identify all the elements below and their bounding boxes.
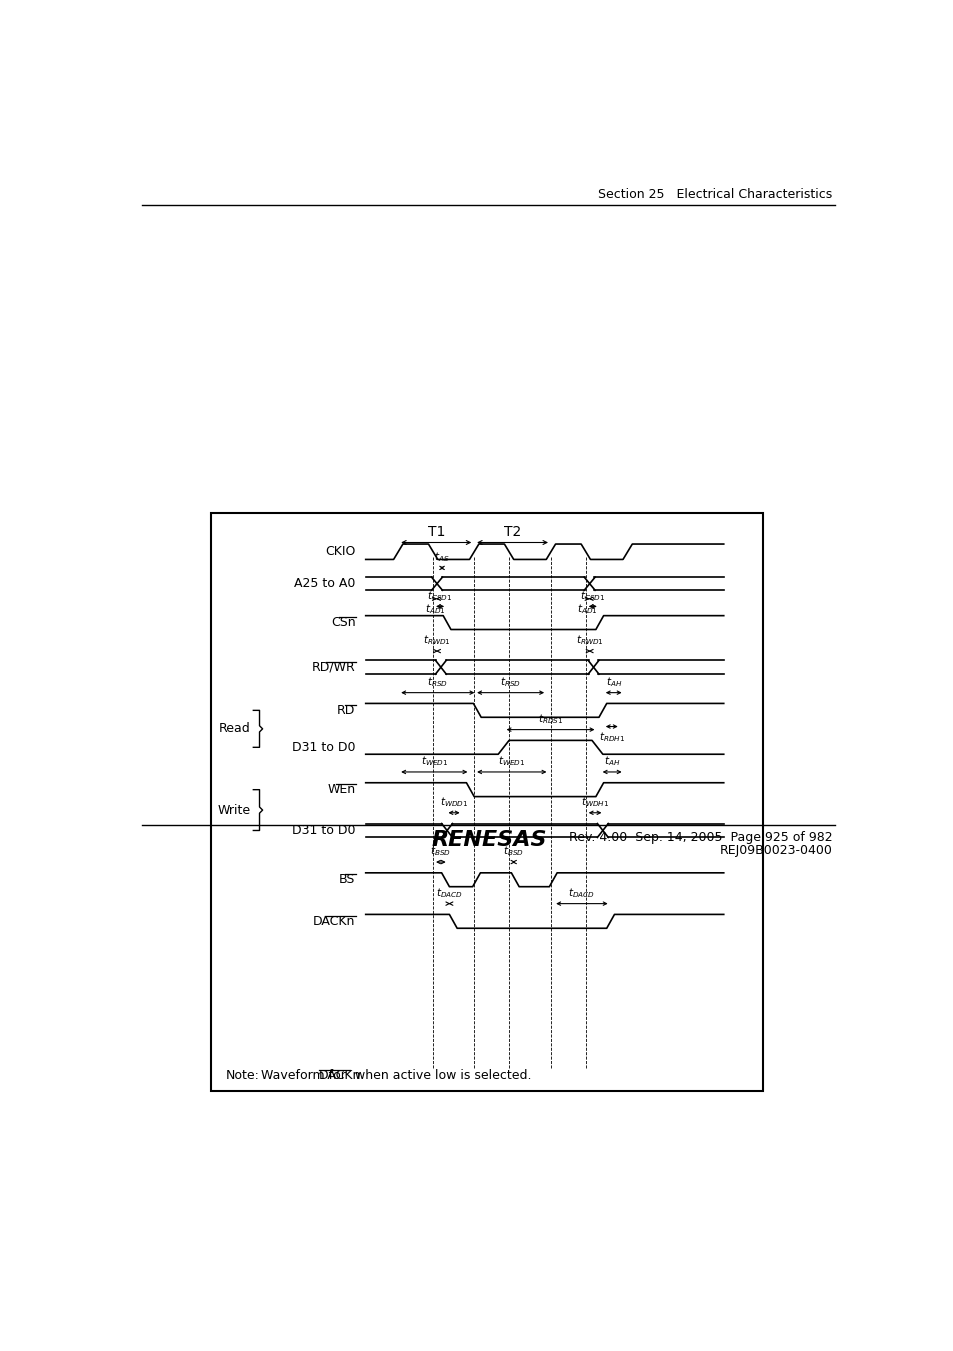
Text: $t_{BSD}$: $t_{BSD}$ [503,844,523,858]
Text: CSn: CSn [331,616,355,630]
Text: $t_{DACD}$: $t_{DACD}$ [436,886,462,900]
Text: Write: Write [217,804,250,816]
Text: $t_{AH}$: $t_{AH}$ [603,754,619,769]
Text: $t_{WDD1}$: $t_{WDD1}$ [439,796,468,809]
Text: $t_{BSD}$: $t_{BSD}$ [430,844,451,858]
Text: Note:: Note: [226,1069,260,1082]
Text: $t_{WDH1}$: $t_{WDH1}$ [580,796,609,809]
Text: DACKn: DACKn [319,1069,361,1082]
Text: $t_{CSD1}$: $t_{CSD1}$ [427,589,453,603]
Text: T1: T1 [427,524,444,539]
Text: REJ09B0023-0400: REJ09B0023-0400 [719,843,831,857]
Text: Section 25   Electrical Characteristics: Section 25 Electrical Characteristics [598,188,831,200]
Text: $t_{RDH1}$: $t_{RDH1}$ [598,731,624,744]
Text: $t_{RSD}$: $t_{RSD}$ [499,676,520,689]
Text: RD/WR: RD/WR [312,661,355,674]
Text: $t_{RDS1}$: $t_{RDS1}$ [537,712,562,725]
Text: $t_{AH}$: $t_{AH}$ [605,676,621,689]
Text: T2: T2 [503,524,520,539]
Text: Read: Read [218,723,250,735]
Text: WEn: WEn [327,784,355,796]
Text: $t_{WED1}$: $t_{WED1}$ [420,754,448,769]
Text: Rev. 4.00  Sep. 14, 2005  Page 925 of 982: Rev. 4.00 Sep. 14, 2005 Page 925 of 982 [568,831,831,844]
Text: $t_{WED1}$: $t_{WED1}$ [497,754,525,769]
Text: when active low is selected.: when active low is selected. [351,1069,531,1082]
Text: $t_{RSD}$: $t_{RSD}$ [427,676,448,689]
Bar [211,513,761,1090]
Text: $t_{AD1}$: $t_{AD1}$ [424,603,445,616]
Text: BS: BS [339,873,355,886]
Text: RENESAS: RENESAS [431,831,546,851]
Text: A25 to A0: A25 to A0 [294,577,355,590]
Text: CKIO: CKIO [325,546,355,558]
Text: $t_{DACD}$: $t_{DACD}$ [568,886,595,900]
Text: $t_{CSD1}$: $t_{CSD1}$ [579,589,605,603]
Text: DACKn: DACKn [313,915,355,928]
Text: RD: RD [337,704,355,717]
Text: D31 to D0: D31 to D0 [292,824,355,838]
Text: $t_{RWD1}$: $t_{RWD1}$ [422,634,451,647]
Text: $t_{RWD1}$: $t_{RWD1}$ [576,634,603,647]
Text: $t_{AS}$: $t_{AS}$ [434,550,449,565]
Text: Waveform for: Waveform for [261,1069,350,1082]
Text: D31 to D0: D31 to D0 [292,740,355,754]
Text: $t_{AD1}$: $t_{AD1}$ [577,603,598,616]
